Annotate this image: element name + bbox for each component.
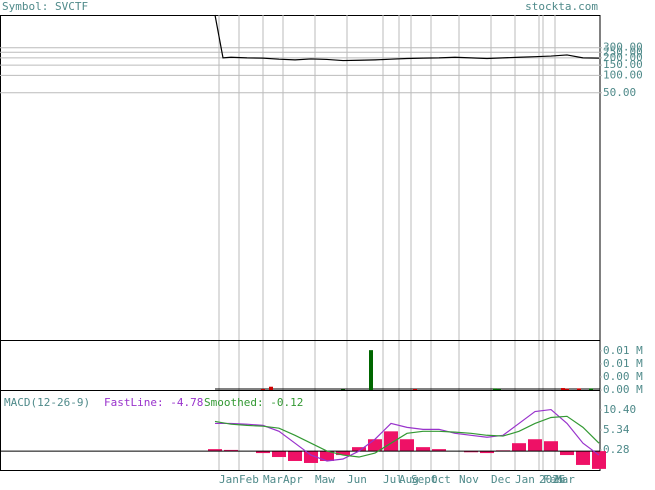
- y-tick-label: 100.00: [603, 68, 643, 81]
- histogram-bar: [544, 441, 558, 452]
- x-tick-label: Aug: [399, 473, 419, 486]
- histogram-bar: [288, 451, 302, 461]
- plot-frame: [0, 15, 601, 471]
- x-tick-label: Mar: [555, 473, 575, 486]
- y-tick-label: 0.00 M: [603, 383, 643, 396]
- y-tick-label: 300.00: [603, 41, 643, 54]
- histogram-bar: [400, 439, 414, 452]
- y-tick-label: 150.00: [603, 58, 643, 71]
- x-tick-label: Jan: [219, 473, 239, 486]
- histogram-bar: [208, 449, 222, 452]
- site: stockta.com: [525, 0, 598, 13]
- volume-bar: [561, 388, 565, 390]
- volume-bar: [269, 386, 273, 390]
- line-series: [214, 14, 600, 62]
- histogram-bar: [304, 451, 318, 463]
- histogram-bar: [256, 451, 270, 454]
- x-tick-label: Feb: [543, 473, 563, 486]
- x-tick-label: Oct: [431, 473, 451, 486]
- x-tick-label: Jul: [383, 473, 403, 486]
- histogram-bar: [272, 451, 286, 458]
- histogram-bar: [336, 451, 350, 456]
- y-tick-label: 50.00: [603, 86, 636, 99]
- symbol: Symbol: SVCTF: [2, 0, 88, 13]
- y-tick-label: 0.01 M: [603, 357, 643, 370]
- histogram-bar: [384, 431, 398, 452]
- histogram-bar: [512, 443, 526, 452]
- y-tick-label: 0.00 M: [603, 370, 643, 383]
- x-tick-label: Apr: [283, 473, 303, 486]
- volume-bar: [565, 388, 569, 390]
- histogram-bar: [416, 447, 430, 452]
- histogram-bar: [320, 451, 334, 461]
- x-tick-label: Feb: [239, 473, 259, 486]
- histogram-bar: [480, 451, 494, 454]
- histogram-bar: [368, 439, 382, 452]
- volume-bar: [497, 389, 501, 390]
- histogram-bar: [560, 451, 574, 456]
- y-tick-label: 5.34: [603, 423, 630, 436]
- volume-bar: [261, 389, 265, 390]
- y-tick-label: 0.28: [603, 443, 630, 456]
- x-tick-label: Mar: [263, 473, 283, 486]
- histogram-bar: [592, 451, 606, 469]
- histogram-bar: [528, 439, 542, 452]
- line-series: [214, 415, 600, 458]
- legend-entry: Smoothed: -0.12: [204, 396, 303, 409]
- x-tick-label: Jan: [515, 473, 535, 486]
- x-tick-label: Dec: [491, 473, 511, 486]
- histogram-bar: [224, 449, 238, 452]
- y-tick-label: 10.40: [603, 403, 636, 416]
- panel-title: MACD(12-26-9): [4, 396, 90, 409]
- histogram-bar: [576, 451, 590, 465]
- line-series: [215, 408, 600, 462]
- y-tick-label: 200.00: [603, 51, 643, 64]
- x-tick-label: Jun: [347, 473, 367, 486]
- volume-bar: [369, 350, 373, 390]
- volume-bar: [577, 388, 581, 390]
- x-tick-label: Maw: [315, 473, 335, 486]
- y-tick-label: 0.01 M: [603, 344, 643, 357]
- volume-bar: [589, 388, 593, 390]
- x-tick-label: Sept: [411, 473, 438, 486]
- histogram-bar: [464, 451, 478, 453]
- legend-entry: FastLine: -4.78: [104, 396, 203, 409]
- volume-bar: [341, 389, 345, 390]
- y-tick-label: 250.00: [603, 45, 643, 58]
- volume-bar: [493, 388, 497, 390]
- histogram-bar: [432, 449, 446, 452]
- x-tick-label: 2026: [539, 473, 566, 486]
- x-tick-label: Nov: [459, 473, 479, 486]
- volume-bar: [413, 389, 417, 390]
- histogram-bar: [352, 447, 366, 452]
